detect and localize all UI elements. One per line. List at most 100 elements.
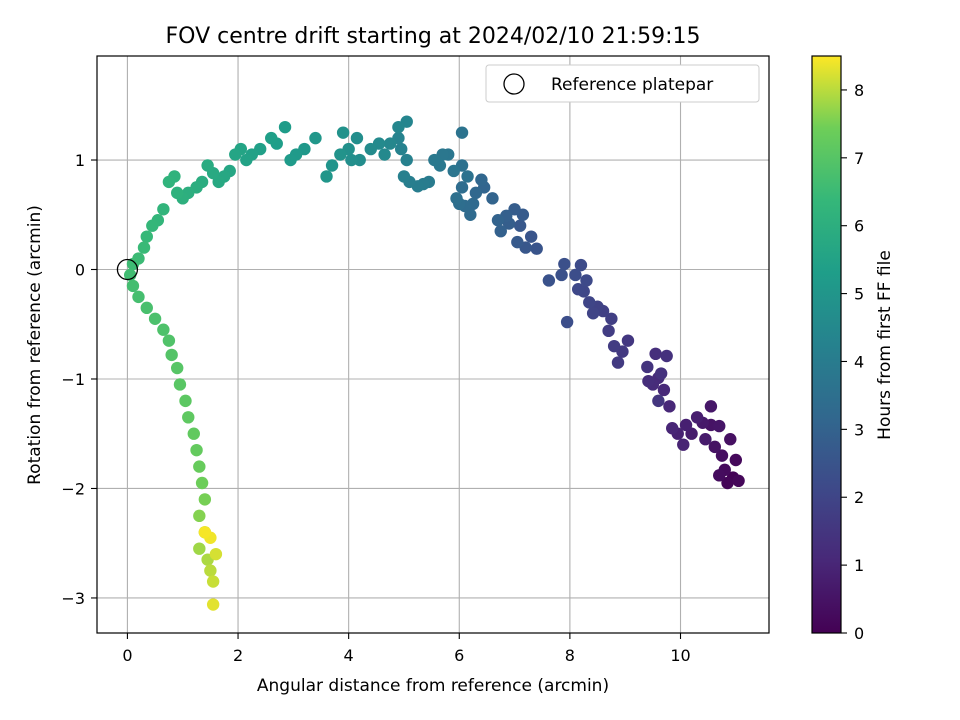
- data-point: [491, 214, 505, 227]
- y-axis-ticks: −3 −2 −1 0 1: [61, 151, 97, 608]
- data-point: [455, 126, 469, 139]
- data-point: [721, 476, 734, 490]
- x-tick-label: 6: [454, 646, 464, 665]
- colorbar-gradient: [811, 55, 842, 634]
- data-point: [649, 347, 662, 361]
- data-point: [729, 453, 743, 467]
- x-tick-label: 4: [344, 646, 354, 665]
- legend-reference-marker: [503, 73, 525, 95]
- data-point: [508, 203, 521, 216]
- data-point: [364, 142, 377, 156]
- colorbar-label: Hours from first FF file: [875, 250, 895, 440]
- data-point: [126, 257, 140, 271]
- data-point: [206, 575, 220, 588]
- data-point: [602, 324, 615, 338]
- data-point: [173, 378, 187, 391]
- data-point: [146, 219, 159, 232]
- data-point: [663, 400, 676, 413]
- data-point: [193, 542, 206, 555]
- legend: Reference platepar: [485, 64, 760, 103]
- data-point: [621, 334, 635, 347]
- plot-frame: [96, 55, 770, 634]
- data-point: [666, 422, 679, 435]
- data-point: [198, 526, 212, 539]
- data-point: [607, 339, 621, 353]
- data-point: [162, 175, 176, 189]
- colorbar-tick-label: 2: [854, 488, 864, 507]
- legend-box: [485, 64, 760, 103]
- data-point: [450, 192, 463, 205]
- data-point: [140, 301, 153, 315]
- data-point: [652, 394, 665, 408]
- data-point: [708, 440, 721, 454]
- data-point: [229, 148, 242, 161]
- data-point: [704, 400, 718, 413]
- data-point: [140, 230, 153, 243]
- colorbar-ticks: 0 1 2 3 4 5 6 7 8: [841, 81, 864, 643]
- data-point: [542, 274, 556, 287]
- data-point: [325, 159, 339, 172]
- y-tick-label: −1: [61, 370, 85, 389]
- data-point: [137, 241, 151, 254]
- data-point: [574, 258, 588, 272]
- colorbar-tick-label: 8: [854, 81, 864, 100]
- data-point: [511, 235, 524, 249]
- data-point: [657, 383, 671, 397]
- data-point: [265, 131, 278, 145]
- data-point: [679, 418, 693, 432]
- data-point: [190, 443, 203, 457]
- y-tick-label: 0: [75, 261, 85, 280]
- x-tick-label: 10: [670, 646, 690, 665]
- colorbar-tick-label: 1: [854, 556, 864, 575]
- data-point: [569, 268, 582, 282]
- chart-title: FOV centre drift starting at 2024/02/10 …: [166, 24, 701, 49]
- data-point: [530, 242, 543, 255]
- data-point: [320, 170, 333, 183]
- colorbar-tick-label: 3: [854, 420, 864, 439]
- data-point: [486, 192, 499, 205]
- data-point: [170, 361, 184, 375]
- data-point: [699, 433, 712, 446]
- y-tick-label: −2: [61, 479, 85, 498]
- x-axis-label: Angular distance from reference (arcmin): [257, 676, 609, 696]
- data-point: [690, 411, 704, 424]
- data-point: [713, 419, 726, 433]
- data-point: [209, 547, 223, 561]
- data-point: [336, 126, 350, 139]
- data-point: [715, 449, 729, 462]
- legend-entry-reference: Reference platepar: [551, 75, 713, 95]
- x-axis-ticks: 0 2 4 6 8 10: [122, 633, 691, 665]
- x-tick-label: 0: [122, 646, 132, 665]
- data-point: [182, 411, 195, 424]
- data-point: [469, 186, 483, 200]
- colorbar-tick-label: 5: [854, 285, 864, 304]
- data-point: [724, 433, 737, 446]
- data-point: [204, 564, 217, 577]
- x-tick-label: 2: [233, 646, 243, 665]
- data-point: [586, 307, 600, 320]
- data-point: [580, 274, 593, 287]
- data-point: [660, 349, 673, 363]
- data-point: [345, 153, 358, 167]
- data-point: [677, 438, 690, 451]
- data-point: [583, 296, 596, 309]
- data-point: [193, 509, 206, 523]
- colorbar-tick-label: 7: [854, 149, 864, 168]
- data-point: [198, 493, 212, 506]
- reference-marker: [116, 258, 139, 281]
- data-point: [397, 170, 411, 183]
- data-point: [558, 257, 571, 271]
- data-point: [334, 148, 347, 161]
- data-point: [455, 181, 469, 194]
- data-point: [378, 148, 391, 161]
- data-point: [713, 469, 726, 482]
- data-point: [571, 283, 585, 296]
- data-point: [179, 394, 192, 408]
- data-point: [428, 153, 441, 167]
- data-point: [494, 224, 507, 238]
- data-point: [206, 598, 220, 611]
- data-point: [383, 137, 397, 150]
- data-point: [157, 323, 170, 336]
- data-point: [555, 268, 568, 282]
